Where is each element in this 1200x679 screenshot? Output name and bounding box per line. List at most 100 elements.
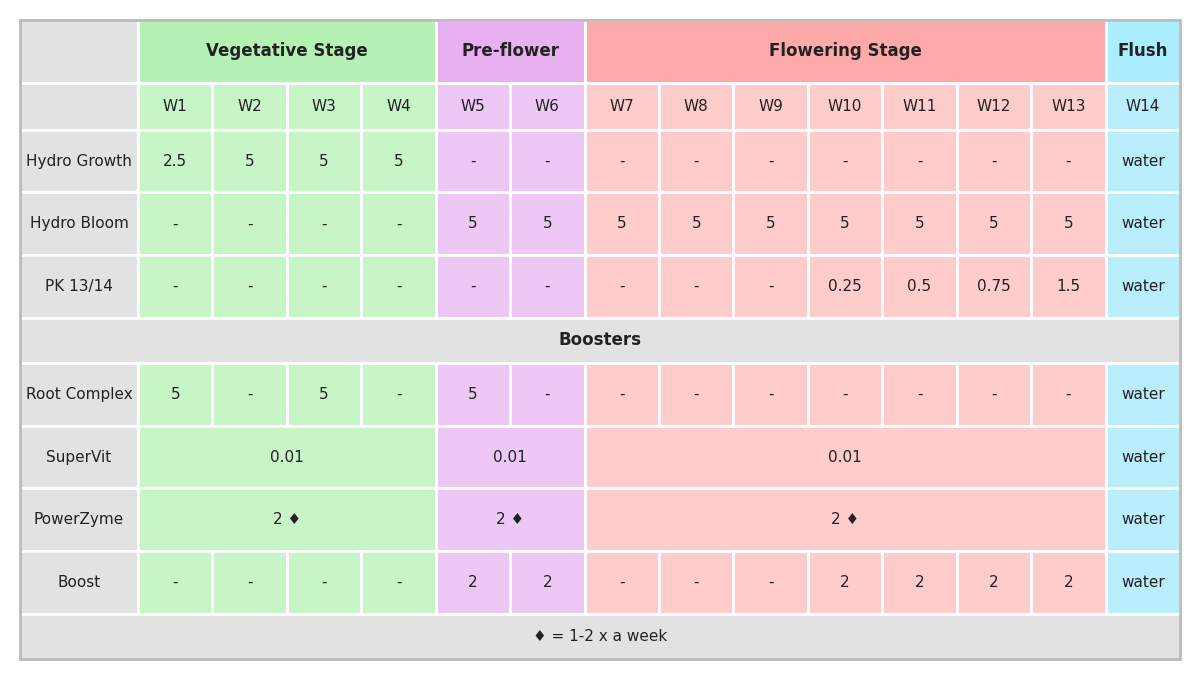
FancyBboxPatch shape [20, 551, 138, 614]
FancyBboxPatch shape [436, 130, 510, 192]
Text: W1: W1 [163, 98, 187, 113]
Text: Flush: Flush [1117, 42, 1168, 60]
FancyBboxPatch shape [1031, 83, 1105, 130]
FancyBboxPatch shape [659, 363, 733, 426]
FancyBboxPatch shape [659, 551, 733, 614]
FancyBboxPatch shape [584, 20, 1105, 83]
Text: -: - [991, 387, 997, 402]
FancyBboxPatch shape [436, 192, 510, 255]
Text: water: water [1121, 449, 1165, 464]
FancyBboxPatch shape [287, 83, 361, 130]
Text: 5: 5 [394, 153, 403, 168]
Text: W5: W5 [461, 98, 485, 113]
FancyBboxPatch shape [733, 255, 808, 318]
FancyBboxPatch shape [882, 192, 956, 255]
FancyBboxPatch shape [20, 488, 138, 551]
Text: Boosters: Boosters [558, 331, 642, 350]
Text: Boost: Boost [58, 575, 101, 590]
Text: 5: 5 [989, 217, 998, 232]
Text: -: - [470, 279, 475, 294]
FancyBboxPatch shape [510, 363, 584, 426]
FancyBboxPatch shape [882, 551, 956, 614]
FancyBboxPatch shape [1105, 20, 1180, 83]
Text: 2: 2 [840, 575, 850, 590]
Text: W9: W9 [758, 98, 784, 113]
FancyBboxPatch shape [733, 130, 808, 192]
Text: -: - [917, 153, 923, 168]
FancyBboxPatch shape [138, 488, 436, 551]
Text: PK 13/14: PK 13/14 [46, 279, 113, 294]
Text: 5: 5 [840, 217, 850, 232]
Text: -: - [322, 279, 326, 294]
FancyBboxPatch shape [510, 551, 584, 614]
FancyBboxPatch shape [212, 130, 287, 192]
FancyBboxPatch shape [584, 255, 659, 318]
FancyBboxPatch shape [436, 551, 510, 614]
FancyBboxPatch shape [808, 192, 882, 255]
FancyBboxPatch shape [1105, 192, 1180, 255]
FancyBboxPatch shape [138, 255, 212, 318]
Text: 2 ♦: 2 ♦ [272, 512, 301, 528]
Text: -: - [322, 217, 326, 232]
FancyBboxPatch shape [808, 255, 882, 318]
Text: -: - [247, 387, 252, 402]
Text: 2: 2 [1063, 575, 1073, 590]
FancyBboxPatch shape [1031, 192, 1105, 255]
FancyBboxPatch shape [361, 130, 436, 192]
FancyBboxPatch shape [956, 255, 1031, 318]
FancyBboxPatch shape [20, 192, 138, 255]
Text: 0.25: 0.25 [828, 279, 862, 294]
Text: -: - [694, 279, 698, 294]
FancyBboxPatch shape [733, 192, 808, 255]
FancyBboxPatch shape [436, 83, 510, 130]
Text: W12: W12 [977, 98, 1012, 113]
FancyBboxPatch shape [20, 318, 1180, 363]
FancyBboxPatch shape [733, 83, 808, 130]
FancyBboxPatch shape [20, 20, 138, 83]
Text: 5: 5 [542, 217, 552, 232]
Text: water: water [1121, 153, 1165, 168]
Text: -: - [247, 575, 252, 590]
FancyBboxPatch shape [1105, 363, 1180, 426]
FancyBboxPatch shape [1105, 255, 1180, 318]
Text: W14: W14 [1126, 98, 1160, 113]
Text: -: - [545, 153, 550, 168]
Text: -: - [247, 279, 252, 294]
Text: -: - [1066, 153, 1072, 168]
Text: -: - [768, 279, 773, 294]
Text: 0.01: 0.01 [270, 449, 304, 464]
FancyBboxPatch shape [882, 83, 956, 130]
Text: -: - [619, 153, 624, 168]
Text: -: - [173, 217, 178, 232]
FancyBboxPatch shape [882, 255, 956, 318]
FancyBboxPatch shape [20, 255, 138, 318]
FancyBboxPatch shape [361, 83, 436, 130]
FancyBboxPatch shape [361, 551, 436, 614]
Text: 5: 5 [1063, 217, 1073, 232]
FancyBboxPatch shape [138, 83, 212, 130]
Text: -: - [396, 575, 401, 590]
Text: PowerZyme: PowerZyme [34, 512, 124, 528]
Text: 5: 5 [319, 153, 329, 168]
Text: Hydro Bloom: Hydro Bloom [30, 217, 128, 232]
Text: -: - [396, 279, 401, 294]
Text: 5: 5 [691, 217, 701, 232]
Text: 2.5: 2.5 [163, 153, 187, 168]
Text: -: - [173, 279, 178, 294]
FancyBboxPatch shape [510, 130, 584, 192]
FancyBboxPatch shape [138, 20, 436, 83]
Text: -: - [396, 387, 401, 402]
FancyBboxPatch shape [956, 83, 1031, 130]
Text: W3: W3 [312, 98, 336, 113]
FancyBboxPatch shape [212, 363, 287, 426]
FancyBboxPatch shape [1031, 130, 1105, 192]
Text: -: - [322, 575, 326, 590]
FancyBboxPatch shape [510, 83, 584, 130]
Text: 2: 2 [989, 575, 998, 590]
FancyBboxPatch shape [361, 192, 436, 255]
FancyBboxPatch shape [956, 130, 1031, 192]
Text: 5: 5 [914, 217, 924, 232]
Text: 2 ♦: 2 ♦ [832, 512, 859, 528]
Text: 2: 2 [542, 575, 552, 590]
FancyBboxPatch shape [733, 551, 808, 614]
